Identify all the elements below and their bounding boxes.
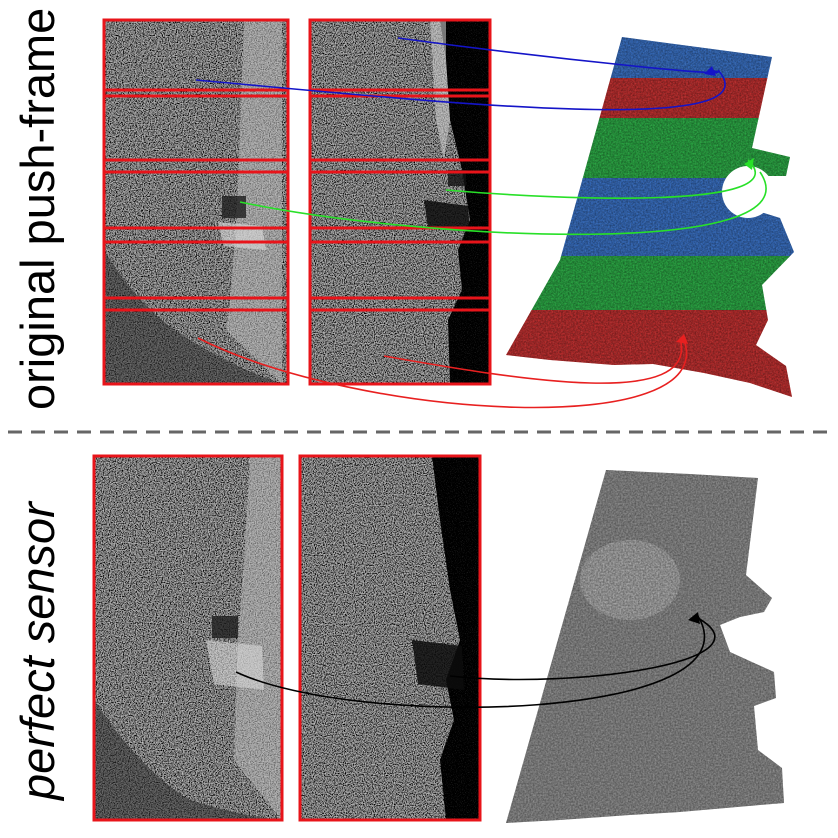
bottom-right-frame [298, 454, 482, 822]
dsm-hole [722, 166, 774, 218]
frame-right-3 [308, 158, 492, 244]
black-arrowhead [688, 612, 700, 624]
frame-right-5 [308, 296, 492, 386]
frame-right-4 [308, 226, 492, 312]
frame-left-1 [102, 18, 290, 98]
frame-left-3 [102, 158, 290, 244]
green-arrow-2 [239, 171, 767, 236]
frame-left-5 [102, 296, 290, 386]
frame-right-2 [308, 88, 492, 174]
top-right-image-strip [310, 20, 490, 384]
green-arrowhead [744, 158, 754, 170]
blue-arrowhead [704, 66, 716, 76]
blue-arrow-1 [397, 37, 719, 74]
blue-arrow-2 [195, 69, 726, 111]
red-arrowhead [676, 334, 688, 344]
top-correspondence-arrows [195, 37, 767, 409]
bottom-dsm-point-cloud [506, 470, 784, 823]
top-panel [102, 18, 794, 409]
bottom-right-image-strip [298, 454, 482, 822]
red-arrow-2 [197, 337, 688, 409]
label-perfect-sensor: perfect sensor [11, 502, 64, 800]
frame-right-1 [308, 18, 492, 98]
bottom-panel [92, 454, 784, 823]
top-left-image-strip [104, 20, 288, 384]
black-arrow-1 [449, 615, 716, 681]
bottom-correspondence-arrows [235, 612, 716, 709]
label-original-push-frame: original push-frame [11, 7, 64, 410]
green-arrow-1 [445, 159, 757, 199]
black-arrow-2 [235, 615, 706, 709]
top-left-frames [102, 18, 290, 386]
frame-left-4 [102, 226, 290, 312]
bottom-left-frame [92, 454, 284, 822]
red-arrow-1 [383, 337, 683, 384]
frame-left-2 [102, 88, 290, 174]
top-right-frames [308, 18, 492, 386]
bottom-left-image-strip [92, 454, 284, 822]
